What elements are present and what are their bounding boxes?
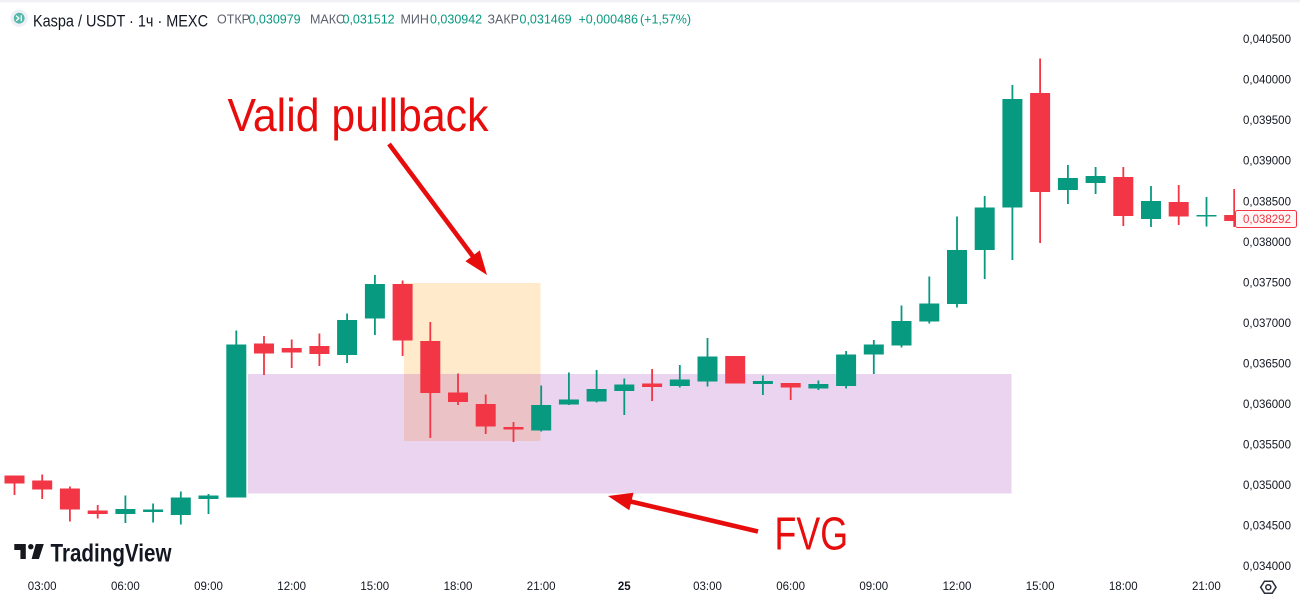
svg-text:Valid pullback: Valid pullback: [228, 89, 490, 141]
svg-text:0,031469: 0,031469: [520, 13, 572, 27]
svg-text:0,040000: 0,040000: [1243, 75, 1291, 87]
svg-text:06:00: 06:00: [111, 581, 140, 593]
svg-text:TradingView: TradingView: [51, 540, 172, 568]
svg-text:21:00: 21:00: [527, 581, 556, 593]
svg-text:0,030979: 0,030979: [249, 13, 301, 27]
svg-text:0,039000: 0,039000: [1243, 156, 1291, 168]
svg-text:0,034000: 0,034000: [1243, 561, 1291, 573]
svg-text:0,035000: 0,035000: [1243, 480, 1291, 492]
svg-text:+0,000486: +0,000486: [579, 13, 638, 27]
svg-text:ОТКР: ОТКР: [217, 13, 250, 27]
svg-text:0,037000: 0,037000: [1243, 318, 1291, 330]
svg-text:0,039500: 0,039500: [1243, 115, 1291, 127]
svg-text:25: 25: [618, 581, 631, 593]
svg-text:03:00: 03:00: [693, 581, 722, 593]
svg-text:МАКС: МАКС: [310, 13, 345, 27]
svg-text:0,040500: 0,040500: [1243, 34, 1291, 46]
svg-text:FVG: FVG: [775, 508, 849, 560]
svg-text:(+1,57%): (+1,57%): [640, 13, 691, 27]
svg-text:06:00: 06:00: [776, 581, 805, 593]
svg-text:0,038292: 0,038292: [1243, 214, 1291, 226]
svg-text:12:00: 12:00: [277, 581, 306, 593]
svg-text:0,035500: 0,035500: [1243, 440, 1291, 452]
svg-text:18:00: 18:00: [1109, 581, 1138, 593]
svg-text:МИН: МИН: [401, 13, 429, 27]
svg-text:0,034500: 0,034500: [1243, 521, 1291, 533]
svg-text:0,037500: 0,037500: [1243, 277, 1291, 289]
svg-text:18:00: 18:00: [444, 581, 473, 593]
svg-text:0,030942: 0,030942: [430, 13, 482, 27]
svg-text:21:00: 21:00: [1192, 581, 1221, 593]
svg-text:ЗАКР: ЗАКР: [488, 13, 520, 27]
svg-text:03:00: 03:00: [28, 581, 57, 593]
svg-text:09:00: 09:00: [194, 581, 223, 593]
svg-text:0,036000: 0,036000: [1243, 399, 1291, 411]
svg-text:12:00: 12:00: [943, 581, 972, 593]
svg-text:0,038500: 0,038500: [1243, 196, 1291, 208]
svg-text:0,036500: 0,036500: [1243, 359, 1291, 371]
svg-text:15:00: 15:00: [360, 581, 389, 593]
svg-text:15:00: 15:00: [1026, 581, 1055, 593]
svg-text:0,031512: 0,031512: [343, 13, 395, 27]
svg-text:Kaspa / USDT · 1ч · MEXC: Kaspa / USDT · 1ч · MEXC: [33, 12, 208, 31]
svg-text:0,038000: 0,038000: [1243, 237, 1291, 249]
svg-text:09:00: 09:00: [859, 581, 888, 593]
